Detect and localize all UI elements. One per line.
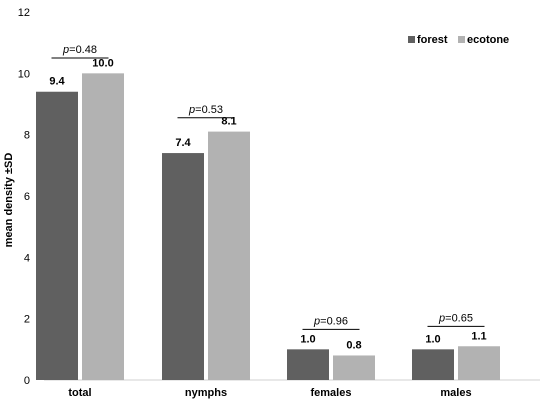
y-axis-label: mean density ±SD: [3, 153, 15, 248]
y-tick-label: 12: [18, 7, 30, 19]
bar-forest-females: [287, 349, 329, 380]
legend-label-forest: forest: [417, 34, 448, 46]
category-group-males: 1.0 1.1 males: [412, 330, 500, 399]
p-value-annotation: p=0.65: [438, 312, 473, 324]
x-tick-label: nymphs: [185, 387, 227, 399]
y-tick-label: 2: [24, 314, 30, 326]
y-axis-label-group: mean density ±SD: [3, 153, 15, 248]
data-label-forest-total: 9.4: [49, 76, 65, 88]
legend: forest ecotone: [408, 34, 509, 46]
y-tick-label: 6: [24, 191, 30, 203]
legend-swatch-forest: [408, 36, 415, 43]
y-tick-label: 8: [24, 130, 30, 142]
data-label-ecotone-total: 10.0: [92, 57, 113, 69]
p-value-annotation: p=0.53: [188, 104, 223, 116]
category-group-females: 1.0 0.8 females: [287, 333, 375, 399]
legend-label-ecotone: ecotone: [467, 34, 509, 46]
p-value-annotation: p=0.96: [313, 315, 348, 327]
legend-swatch-ecotone: [458, 36, 465, 43]
y-tick-label: 10: [18, 68, 30, 80]
p-value-annotation: p=0.48: [62, 44, 97, 56]
category-group-total: 9.4 10.0 total: [36, 57, 124, 399]
category-group-nymphs: 7.4 8.1 nymphs: [162, 116, 250, 399]
data-label-ecotone-females: 0.8: [346, 339, 361, 351]
bar-ecotone-females: [333, 355, 375, 380]
plot-area: 9.410.0total7.48.1nymphs1.00.8females1.0…: [36, 44, 540, 399]
x-tick-label: males: [440, 387, 471, 399]
x-tick-label: females: [311, 387, 352, 399]
data-label-forest-males: 1.0: [425, 333, 440, 345]
data-label-forest-nymphs: 7.4: [175, 137, 191, 149]
y-tick-label: 4: [24, 252, 30, 264]
bar-forest-nymphs: [162, 153, 204, 380]
data-label-forest-females: 1.0: [300, 333, 315, 345]
data-label-ecotone-males: 1.1: [471, 330, 486, 342]
bar-forest-males: [412, 349, 454, 380]
bar-ecotone-total: [82, 73, 124, 380]
bar-forest-total: [36, 91, 78, 380]
y-axis-ticks: 0 2 4 6 8 10 12: [18, 7, 30, 387]
y-tick-label: 0: [24, 375, 30, 387]
bar-ecotone-nymphs: [208, 131, 250, 380]
bar-ecotone-males: [458, 346, 500, 380]
data-label-ecotone-nymphs: 8.1: [221, 116, 236, 128]
x-tick-label: total: [68, 387, 91, 399]
